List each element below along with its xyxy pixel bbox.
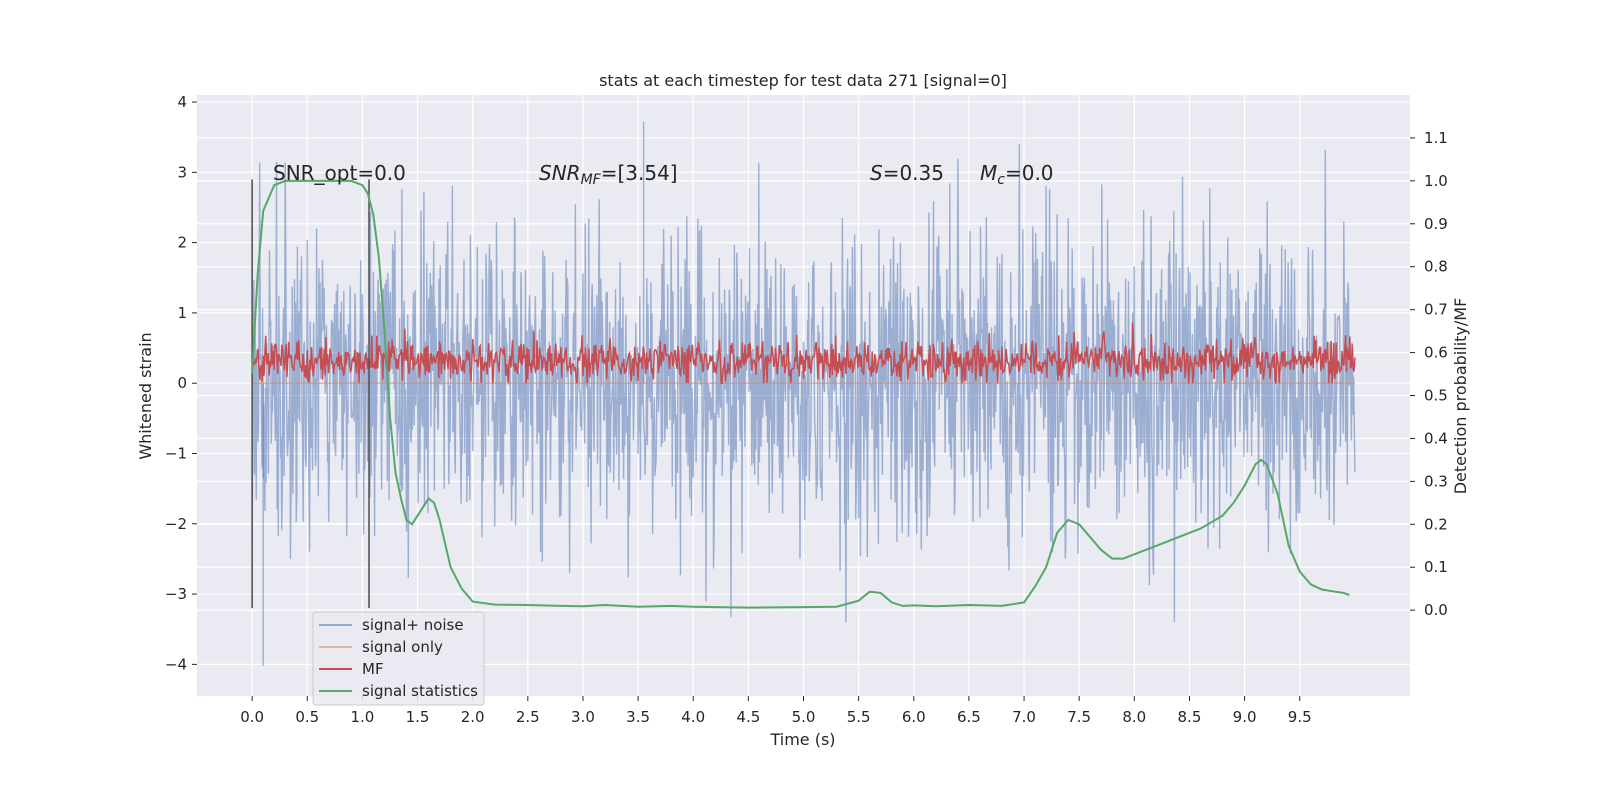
series-signal-plus-noise	[251, 121, 1356, 666]
x-tick-label: 7.0	[1012, 708, 1036, 726]
legend-entry-mf: MF	[362, 660, 384, 678]
y-tick-label: −3	[165, 585, 187, 603]
y2-tick-label: 0.6	[1424, 344, 1448, 362]
x-tick-label: 9.0	[1233, 708, 1257, 726]
y2-axis-ticks: 1.1 1.0 0.9 0.8 0.7 0.6 0.5 0.4 0.3 0.2 0.1 0.0	[1410, 129, 1448, 619]
series-mf	[251, 322, 1356, 384]
x-tick-label: 7.5	[1067, 708, 1091, 726]
x-tick-label: 6.0	[902, 708, 926, 726]
y-tick-label: 1	[177, 304, 187, 322]
x-tick-label: 0.0	[240, 708, 264, 726]
y2-tick-label: 1.0	[1424, 172, 1448, 190]
chart-title: stats at each timestep for test data 271…	[599, 71, 1007, 90]
y-axis-ticks: 4 3 2 1 0 −1 −2 −3 −4	[165, 93, 197, 673]
x-tick-label: 8.5	[1178, 708, 1202, 726]
x-tick-label: 5.0	[792, 708, 816, 726]
y2-axis-label: Detection probability/MF	[1451, 298, 1470, 495]
y2-tick-label: 0.2	[1424, 515, 1448, 533]
x-tick-label: 2.0	[461, 708, 485, 726]
legend: signal+ noise signal only MF signal stat…	[312, 611, 485, 706]
x-tick-label: 1.5	[406, 708, 430, 726]
x-axis-label: Time (s)	[769, 730, 835, 749]
noise-trace	[251, 144, 1356, 623]
legend-entry-signal-only: signal only	[362, 638, 443, 656]
x-tick-label: 4.5	[736, 708, 760, 726]
x-tick-label: 9.5	[1288, 708, 1312, 726]
y-tick-label: −2	[165, 515, 187, 533]
x-axis-ticks: 0.0 0.5 1.0 1.5 2.0 2.5 3.0 3.5 4.0 4.5 5.0 5.5 6.0 6…	[240, 696, 1312, 726]
signal-statistics-trace	[251, 179, 1350, 609]
y-tick-label: 2	[177, 234, 187, 252]
x-tick-label: 3.0	[571, 708, 595, 726]
y2-tick-label: 0.1	[1424, 558, 1448, 576]
annotation-mc: Mc=0.0	[980, 161, 1054, 188]
x-tick-label: 4.0	[681, 708, 705, 726]
y-tick-label: −1	[165, 444, 187, 462]
legend-box	[312, 611, 485, 706]
x-tick-label: 3.5	[626, 708, 650, 726]
annotation-snr-mf: SNRMF=[3.54]	[539, 161, 678, 188]
legend-entry-stats: signal statistics	[362, 682, 478, 700]
x-tick-label: 2.5	[516, 708, 540, 726]
y2-tick-label: 0.5	[1424, 387, 1448, 405]
mf-trace	[251, 322, 1356, 384]
y2-tick-label: 0.3	[1424, 472, 1448, 490]
legend-entry-noise: signal+ noise	[362, 616, 464, 634]
annotation-s: S=0.35	[870, 161, 944, 185]
vertical-markers	[251, 179, 370, 609]
y2-tick-label: 0.8	[1424, 258, 1448, 276]
y-tick-label: 0	[177, 374, 187, 392]
x-tick-label: 0.5	[295, 708, 319, 726]
y-tick-label: 4	[177, 93, 187, 111]
y-axis-label: Whitened strain	[136, 332, 155, 459]
y2-tick-label: 0.4	[1424, 429, 1448, 447]
x-tick-label: 5.5	[847, 708, 871, 726]
y2-tick-label: 0.0	[1424, 601, 1448, 619]
x-tick-label: 6.5	[957, 708, 981, 726]
y-tick-label: 3	[177, 163, 187, 181]
y2-tick-label: 0.7	[1424, 301, 1448, 319]
series-signal-statistics	[251, 179, 1350, 609]
x-tick-label: 1.0	[350, 708, 374, 726]
y-tick-label: −4	[165, 655, 187, 673]
annotation-snr-opt: SNR_opt=0.0	[273, 161, 406, 185]
y2-tick-label: 0.9	[1424, 215, 1448, 233]
x-tick-label: 8.0	[1122, 708, 1146, 726]
y2-tick-label: 1.1	[1424, 129, 1448, 147]
